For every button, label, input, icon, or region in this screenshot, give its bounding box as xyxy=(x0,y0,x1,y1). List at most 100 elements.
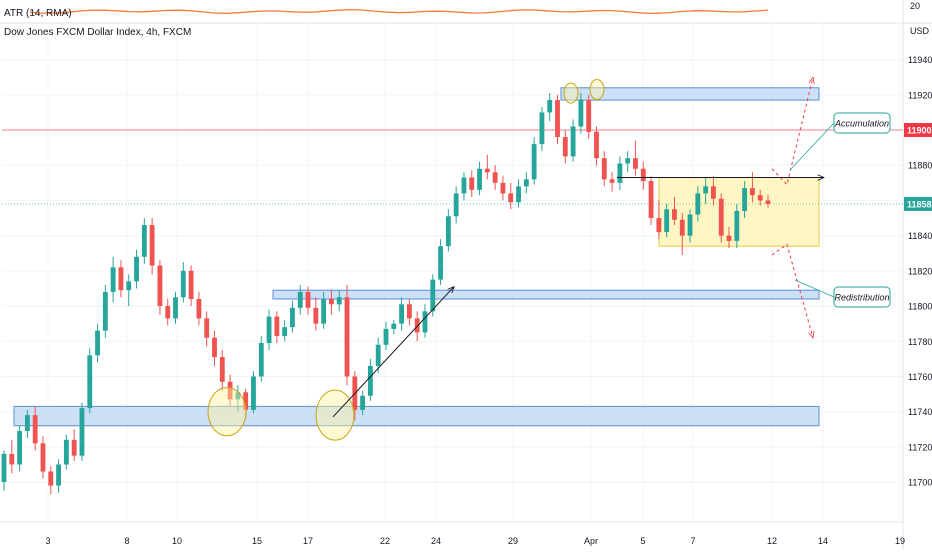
x-tick-label: 3 xyxy=(45,536,50,546)
highlight-ellipse[interactable] xyxy=(207,387,247,437)
candle xyxy=(243,392,249,410)
candle xyxy=(391,323,397,329)
candle xyxy=(656,218,662,233)
candle xyxy=(212,337,217,358)
candle xyxy=(523,179,529,187)
candle xyxy=(48,471,54,486)
candle xyxy=(718,198,724,236)
candle xyxy=(648,181,654,219)
y-tick-label: 11800 xyxy=(908,302,932,312)
resistance-zone-middle[interactable] xyxy=(272,289,820,300)
candle xyxy=(625,158,631,164)
accumulation-callout-label: Accumulation xyxy=(834,119,889,129)
y-tick-label: 11760 xyxy=(908,372,932,382)
candle xyxy=(274,316,280,336)
highlight-ellipse[interactable] xyxy=(563,82,579,104)
y-tick-label: 11700 xyxy=(908,478,932,488)
projection-down[interactable] xyxy=(771,243,813,337)
redistribution-callout-label: Redistribution xyxy=(834,293,889,303)
price-tag-label: 11858 xyxy=(907,199,932,209)
candle xyxy=(126,281,132,291)
y-tick-label: 11720 xyxy=(908,442,932,452)
candle xyxy=(165,306,171,319)
candle xyxy=(640,168,646,182)
candle xyxy=(157,265,163,307)
candle xyxy=(438,246,443,280)
candle xyxy=(204,318,210,338)
candle xyxy=(95,330,100,356)
candle xyxy=(679,219,685,236)
candle xyxy=(562,137,568,157)
x-tick-label: 14 xyxy=(818,536,828,546)
candle xyxy=(118,267,124,291)
candle xyxy=(765,200,771,204)
candle xyxy=(492,172,498,183)
candle xyxy=(258,343,264,377)
candle xyxy=(336,297,342,305)
candle xyxy=(313,307,319,324)
candle xyxy=(219,357,225,382)
candle xyxy=(726,235,732,241)
y-tick-label: 11780 xyxy=(908,337,932,347)
candle xyxy=(453,193,459,217)
candle xyxy=(609,179,615,183)
y-tick-label: 11920 xyxy=(908,90,932,100)
candle xyxy=(305,291,311,308)
candle xyxy=(399,304,405,324)
candle xyxy=(32,415,38,444)
candle xyxy=(9,453,15,465)
candle xyxy=(508,193,514,203)
candle xyxy=(500,182,506,194)
y-tick-label: 11820 xyxy=(908,266,932,276)
y-tick-label: 11880 xyxy=(908,161,932,171)
candle xyxy=(383,328,389,345)
candle xyxy=(63,439,69,465)
candle xyxy=(477,168,482,190)
drawing-zones[interactable] xyxy=(2,87,903,427)
trend-arrow[interactable] xyxy=(332,287,454,418)
candle xyxy=(594,131,599,159)
candle xyxy=(578,100,584,127)
candle xyxy=(531,144,537,180)
indicator-label[interactable]: ATR (14, RMA) xyxy=(4,8,72,19)
candle xyxy=(664,209,670,233)
redistribution-callout-pointer xyxy=(794,279,835,298)
x-tick-label: 19 xyxy=(895,536,905,546)
candle xyxy=(149,225,155,266)
x-tick-label: 7 xyxy=(690,536,695,546)
redistribution-callout-box[interactable] xyxy=(833,286,891,308)
y-tick-label: 11740 xyxy=(908,407,932,417)
candle xyxy=(188,270,194,300)
candle xyxy=(586,100,592,132)
x-tick-label: 5 xyxy=(640,536,645,546)
candle xyxy=(367,365,373,396)
candle xyxy=(406,304,412,319)
chart-title: Dow Jones FXCM Dollar Index, 4h, FXCM xyxy=(4,27,192,38)
candle xyxy=(749,188,755,196)
support-zone-bottom[interactable] xyxy=(13,405,820,427)
candle xyxy=(516,186,521,203)
candle xyxy=(180,270,186,298)
y-tick-label: 11940 xyxy=(908,55,932,65)
x-tick-label: 8 xyxy=(124,536,129,546)
x-tick-label: 29 xyxy=(508,536,518,546)
candle xyxy=(461,177,467,194)
candle xyxy=(555,100,560,138)
accumulation-callout-box[interactable] xyxy=(833,112,891,134)
candle xyxy=(633,158,638,169)
candle xyxy=(672,209,677,220)
atr-line xyxy=(29,8,769,14)
candle xyxy=(344,297,350,377)
candle xyxy=(757,195,763,201)
resistance-zone-top[interactable] xyxy=(560,87,820,101)
drawing-annotations[interactable]: Accumulation Redistribution xyxy=(207,77,891,441)
candle xyxy=(742,188,748,211)
candle xyxy=(134,256,139,282)
projection-up[interactable] xyxy=(771,77,813,186)
price-tag-label: 11900 xyxy=(907,126,932,136)
highlight-ellipse[interactable] xyxy=(589,79,605,101)
x-tick-label: 10 xyxy=(172,536,182,546)
candle xyxy=(282,327,288,336)
